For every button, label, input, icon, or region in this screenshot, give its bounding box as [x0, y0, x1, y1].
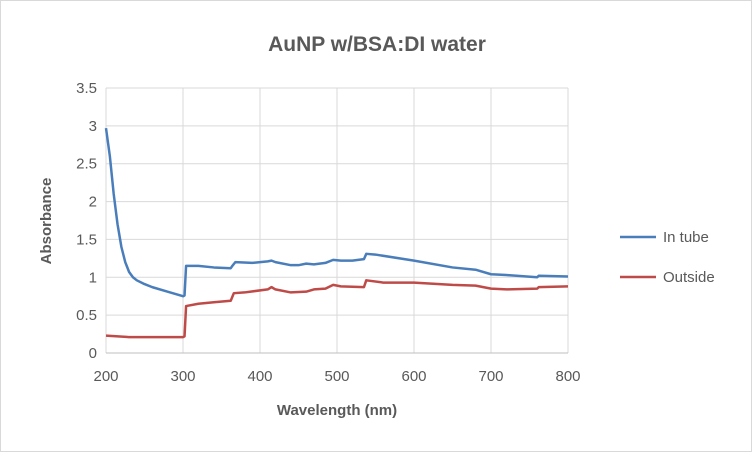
y-axis-label: Absorbance	[38, 178, 55, 265]
x-axis-label: Wavelength (nm)	[277, 402, 397, 419]
y-tick-label: 0.5	[76, 307, 97, 324]
y-tick-label: 3.5	[76, 80, 97, 97]
x-tick-label: 600	[401, 368, 426, 385]
x-tick-label: 700	[478, 368, 503, 385]
x-tick-label: 300	[170, 368, 195, 385]
y-tick-label: 2	[89, 194, 97, 211]
x-tick-label: 400	[247, 368, 272, 385]
series-line-outside	[105, 279, 569, 339]
y-tick-label: 3	[89, 118, 97, 135]
legend-label: In tube	[663, 229, 709, 246]
y-tick-label: 2.5	[76, 156, 97, 173]
y-tick-label: 0	[89, 345, 97, 362]
x-tick-label: 200	[93, 368, 118, 385]
y-tick-label: 1.5	[76, 231, 97, 248]
x-tick-label: 500	[324, 368, 349, 385]
chart-title: AuNP w/BSA:DI water	[268, 33, 486, 56]
series-line-in-tube	[104, 127, 569, 298]
x-tick-label: 800	[555, 368, 580, 385]
y-tick-label: 1	[89, 269, 97, 286]
legend-label: Outside	[663, 269, 715, 286]
